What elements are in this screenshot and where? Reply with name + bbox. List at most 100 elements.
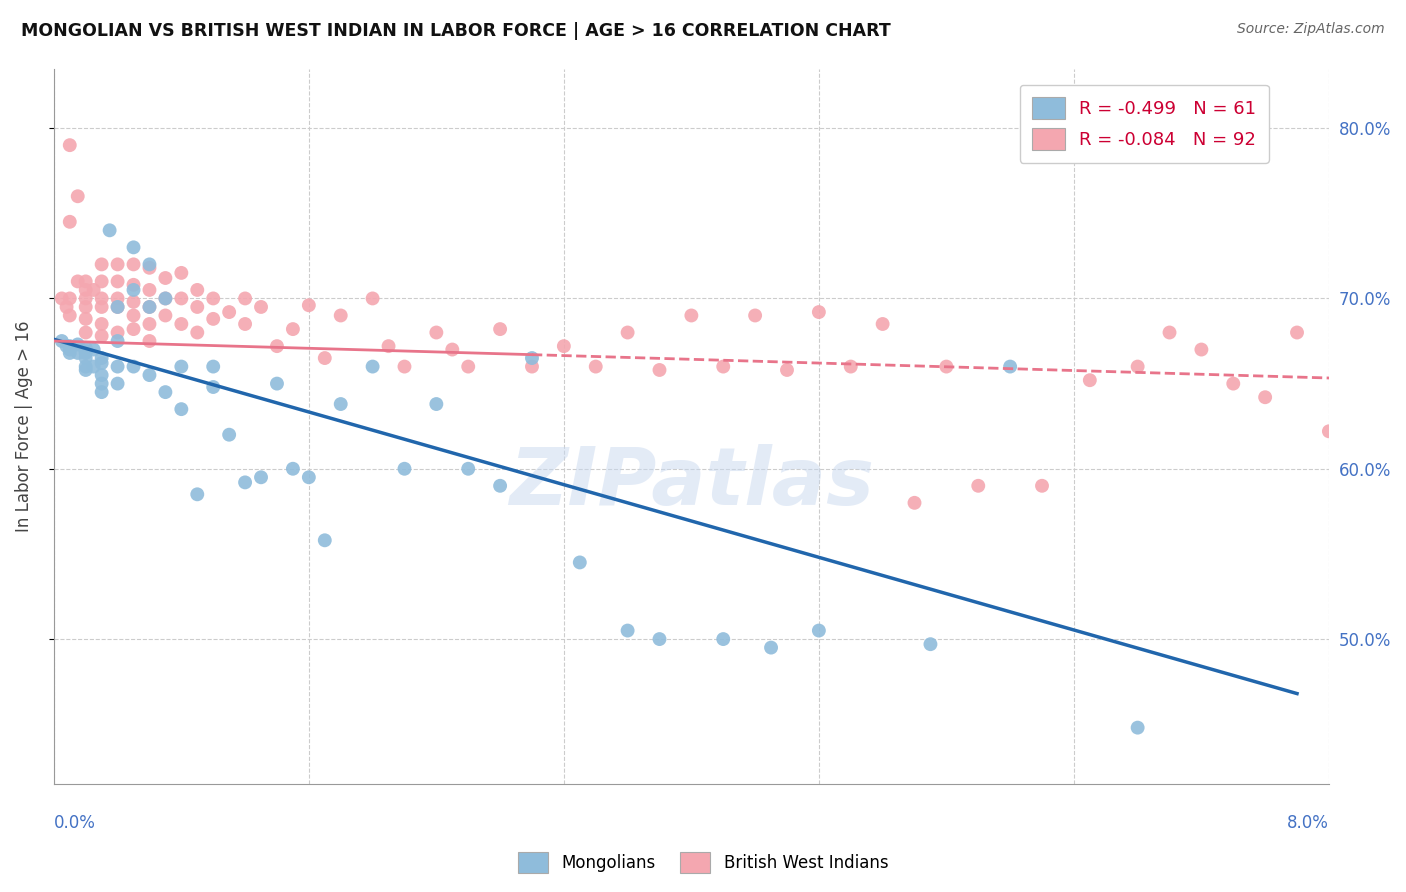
Point — [329, 309, 352, 323]
Point — [329, 397, 352, 411]
Point — [281, 462, 304, 476]
Point — [1078, 373, 1101, 387]
Point — [155, 385, 177, 400]
Point — [75, 346, 97, 360]
Point — [122, 294, 145, 309]
Point — [903, 496, 925, 510]
Point — [98, 223, 121, 237]
Point — [90, 329, 112, 343]
Point — [138, 334, 160, 348]
Point — [361, 359, 384, 374]
Point — [75, 283, 97, 297]
Point — [90, 300, 112, 314]
Point — [298, 470, 321, 484]
Point — [90, 356, 112, 370]
Point — [90, 376, 112, 391]
Point — [75, 351, 97, 365]
Point — [107, 334, 129, 348]
Point — [935, 359, 957, 374]
Point — [59, 346, 82, 360]
Point — [1189, 343, 1212, 357]
Point — [394, 359, 416, 374]
Point — [681, 309, 703, 323]
Point — [107, 300, 129, 314]
Point — [59, 292, 82, 306]
Point — [75, 363, 97, 377]
Point — [839, 359, 862, 374]
Point — [138, 368, 160, 383]
Point — [75, 326, 97, 340]
Point — [266, 376, 288, 391]
Point — [489, 322, 512, 336]
Point — [59, 309, 82, 323]
Point — [1254, 390, 1277, 404]
Point — [202, 292, 225, 306]
Point — [807, 305, 830, 319]
Point — [122, 322, 145, 336]
Text: MONGOLIAN VS BRITISH WEST INDIAN IN LABOR FORCE | AGE > 16 CORRELATION CHART: MONGOLIAN VS BRITISH WEST INDIAN IN LABO… — [21, 22, 891, 40]
Point — [776, 363, 799, 377]
Point — [55, 300, 77, 314]
Point — [1159, 326, 1181, 340]
Point — [1398, 393, 1406, 408]
Point — [616, 326, 638, 340]
Point — [138, 260, 160, 275]
Point — [138, 257, 160, 271]
Point — [281, 322, 304, 336]
Point — [155, 309, 177, 323]
Point — [233, 475, 256, 490]
Point — [59, 215, 82, 229]
Legend: Mongolians, British West Indians: Mongolians, British West Indians — [510, 846, 896, 880]
Point — [155, 292, 177, 306]
Point — [298, 298, 321, 312]
Point — [138, 300, 160, 314]
Point — [759, 640, 782, 655]
Point — [170, 359, 193, 374]
Point — [314, 533, 336, 548]
Point — [250, 300, 273, 314]
Point — [1285, 326, 1308, 340]
Point — [1317, 425, 1340, 439]
Point — [83, 283, 105, 297]
Point — [122, 257, 145, 271]
Point — [457, 359, 479, 374]
Point — [1350, 376, 1372, 391]
Point — [425, 326, 447, 340]
Point — [75, 292, 97, 306]
Y-axis label: In Labor Force | Age > 16: In Labor Force | Age > 16 — [15, 320, 32, 532]
Point — [75, 311, 97, 326]
Point — [66, 189, 89, 203]
Point — [807, 624, 830, 638]
Point — [75, 359, 97, 374]
Point — [186, 283, 208, 297]
Point — [218, 427, 240, 442]
Point — [90, 385, 112, 400]
Text: ZIPatlas: ZIPatlas — [509, 444, 875, 523]
Point — [107, 274, 129, 288]
Point — [122, 283, 145, 297]
Point — [90, 257, 112, 271]
Point — [568, 556, 591, 570]
Point — [1126, 359, 1149, 374]
Point — [186, 487, 208, 501]
Point — [361, 292, 384, 306]
Point — [59, 138, 82, 153]
Point — [441, 343, 464, 357]
Point — [553, 339, 575, 353]
Text: 8.0%: 8.0% — [1286, 814, 1329, 832]
Point — [155, 271, 177, 285]
Point — [233, 317, 256, 331]
Point — [394, 462, 416, 476]
Point — [66, 274, 89, 288]
Point — [107, 376, 129, 391]
Point — [1126, 721, 1149, 735]
Text: Source: ZipAtlas.com: Source: ZipAtlas.com — [1237, 22, 1385, 37]
Point — [202, 380, 225, 394]
Point — [170, 317, 193, 331]
Point — [138, 317, 160, 331]
Point — [107, 326, 129, 340]
Point — [90, 351, 112, 365]
Point — [186, 300, 208, 314]
Point — [75, 274, 97, 288]
Point — [83, 343, 105, 357]
